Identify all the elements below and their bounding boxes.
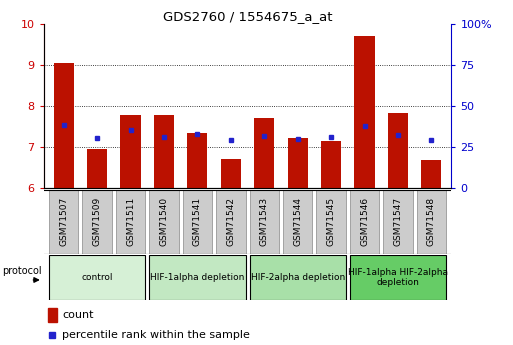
Text: GSM71507: GSM71507 (59, 197, 68, 246)
Bar (221, 159, 241, 188)
Text: HIF-1alpha HIF-2alpha
depletion: HIF-1alpha HIF-2alpha depletion (348, 268, 448, 287)
FancyBboxPatch shape (417, 190, 446, 254)
Bar (254, 118, 274, 188)
FancyBboxPatch shape (83, 190, 112, 254)
FancyBboxPatch shape (249, 190, 279, 254)
Text: GSM71540: GSM71540 (160, 197, 168, 246)
Text: GSM71542: GSM71542 (226, 197, 235, 246)
Text: GSM71543: GSM71543 (260, 197, 269, 246)
Text: GSM71509: GSM71509 (92, 197, 102, 246)
Bar (154, 115, 174, 188)
Bar (354, 36, 374, 188)
FancyBboxPatch shape (216, 190, 246, 254)
Text: HIF-1alpha depletion: HIF-1alpha depletion (150, 273, 245, 282)
Text: count: count (62, 310, 93, 320)
Text: GSM71541: GSM71541 (193, 197, 202, 246)
Bar (321, 141, 341, 188)
Bar (421, 160, 441, 188)
FancyBboxPatch shape (249, 255, 346, 300)
Text: GSM71547: GSM71547 (393, 197, 403, 246)
FancyBboxPatch shape (350, 190, 379, 254)
FancyBboxPatch shape (383, 190, 412, 254)
Bar (388, 114, 408, 188)
Text: GSM71548: GSM71548 (427, 197, 436, 246)
Bar (87, 149, 107, 188)
Text: GSM71544: GSM71544 (293, 197, 302, 246)
Title: GDS2760 / 1554675_a_at: GDS2760 / 1554675_a_at (163, 10, 332, 23)
Bar (121, 115, 141, 188)
FancyBboxPatch shape (49, 255, 145, 300)
Bar (48, 308, 56, 322)
FancyBboxPatch shape (149, 255, 246, 300)
FancyBboxPatch shape (183, 190, 212, 254)
FancyBboxPatch shape (116, 190, 145, 254)
Bar (54, 63, 74, 188)
FancyBboxPatch shape (317, 190, 346, 254)
Text: GSM71545: GSM71545 (327, 197, 336, 246)
Bar (288, 138, 308, 188)
FancyBboxPatch shape (149, 190, 179, 254)
Text: HIF-2alpha depletion: HIF-2alpha depletion (250, 273, 345, 282)
Text: GSM71546: GSM71546 (360, 197, 369, 246)
FancyBboxPatch shape (283, 190, 312, 254)
Text: protocol: protocol (2, 266, 42, 276)
Bar (187, 133, 207, 188)
Text: control: control (82, 273, 113, 282)
FancyBboxPatch shape (350, 255, 446, 300)
FancyBboxPatch shape (49, 190, 78, 254)
Text: percentile rank within the sample: percentile rank within the sample (62, 330, 250, 340)
Text: GSM71511: GSM71511 (126, 197, 135, 246)
